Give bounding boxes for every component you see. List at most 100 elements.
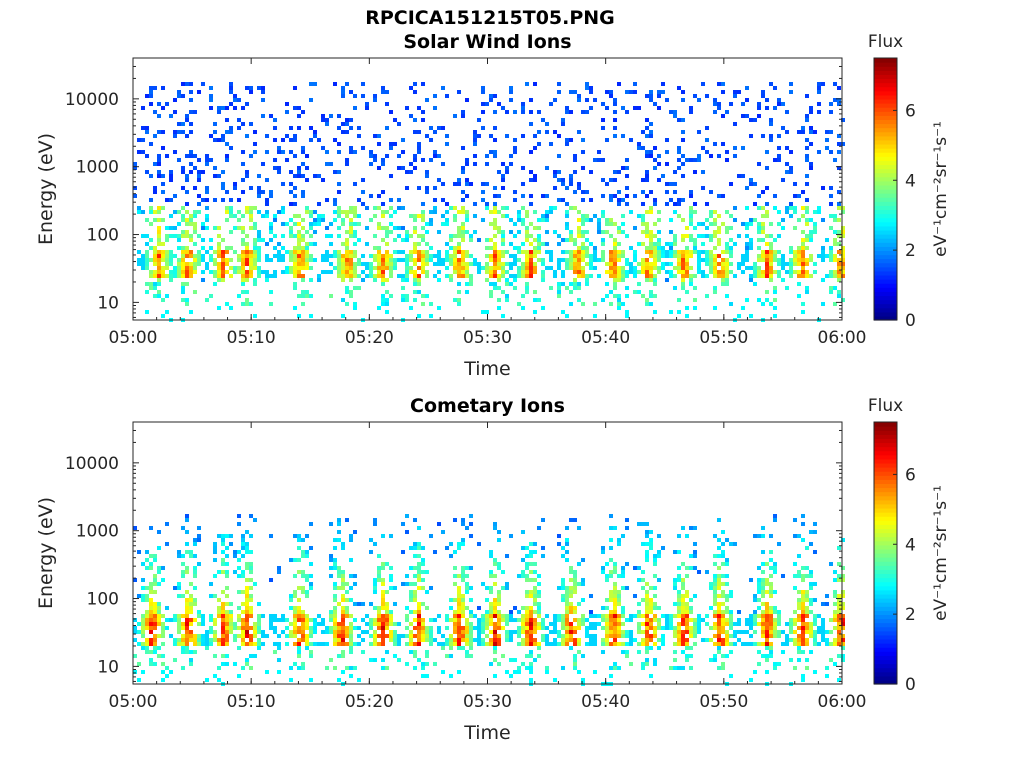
heatmap-cell	[353, 150, 357, 154]
heatmap-cell	[705, 622, 709, 626]
heatmap-cell	[165, 674, 169, 678]
heatmap-cell	[145, 262, 149, 266]
heatmap-cell	[265, 210, 269, 214]
heatmap-cell	[561, 310, 565, 314]
heatmap-cell	[225, 662, 229, 666]
heatmap-cell	[293, 642, 297, 646]
heatmap-cell	[617, 270, 621, 274]
heatmap-cell	[837, 638, 841, 642]
heatmap-cell	[753, 598, 757, 602]
heatmap-cell	[189, 634, 193, 638]
heatmap-cell	[437, 278, 441, 282]
heatmap-cell	[245, 622, 249, 626]
heatmap-cell	[449, 598, 453, 602]
heatmap-cell	[777, 250, 781, 254]
heatmap-cell	[617, 170, 621, 174]
heatmap-cell	[329, 234, 333, 238]
heatmap-cell	[293, 254, 297, 258]
heatmap-cell	[517, 214, 521, 218]
heatmap-cell	[193, 638, 197, 642]
heatmap-cell	[185, 614, 189, 618]
heatmap-cell	[381, 262, 385, 266]
heatmap-cell	[721, 574, 725, 578]
heatmap-cell	[529, 274, 533, 278]
heatmap-cell	[161, 218, 165, 222]
heatmap-cell	[285, 626, 289, 630]
heatmap-cell	[297, 274, 301, 278]
heatmap-cell	[745, 114, 749, 118]
heatmap-cell	[581, 198, 585, 202]
heatmap-cell	[261, 634, 265, 638]
heatmap-cell	[209, 594, 213, 598]
heatmap-cell	[697, 258, 701, 262]
heatmap-cell	[613, 110, 617, 114]
heatmap-cell	[417, 638, 421, 642]
heatmap-cell	[345, 610, 349, 614]
heatmap-cell	[477, 542, 481, 546]
heatmap-cell	[589, 266, 593, 270]
heatmap-cell	[461, 522, 465, 526]
heatmap-cell	[841, 658, 845, 662]
heatmap-cell	[385, 626, 389, 630]
heatmap-cell	[513, 286, 517, 290]
heatmap-cell	[729, 642, 733, 646]
heatmap-cell	[565, 594, 569, 598]
heatmap-cell	[333, 634, 337, 638]
heatmap-cell	[401, 274, 405, 278]
heatmap-cell	[333, 218, 337, 222]
heatmap-cell	[133, 186, 137, 190]
heatmap-cell	[413, 634, 417, 638]
heatmap-cell	[333, 614, 337, 618]
heatmap-cell	[473, 138, 477, 142]
heatmap-cell	[297, 266, 301, 270]
heatmap-cell	[241, 642, 245, 646]
heatmap-cell	[689, 278, 693, 282]
heatmap-cell	[777, 102, 781, 106]
heatmap-cell	[581, 110, 585, 114]
heatmap-cell	[613, 586, 617, 590]
heatmap-cell	[685, 270, 689, 274]
colorbar-segment	[874, 193, 897, 198]
heatmap-cell	[717, 254, 721, 258]
heatmap-cell	[485, 642, 489, 646]
heatmap-cell	[133, 618, 137, 622]
heatmap-cell	[293, 662, 297, 666]
heatmap-cell	[573, 190, 577, 194]
heatmap-cell	[725, 606, 729, 610]
heatmap-cell	[649, 270, 653, 274]
heatmap-cell	[797, 658, 801, 662]
heatmap-cell	[501, 238, 505, 242]
heatmap-cell	[349, 218, 353, 222]
heatmap-cell	[617, 298, 621, 302]
heatmap-cell	[525, 262, 529, 266]
heatmap-cell	[797, 274, 801, 278]
heatmap-cell	[345, 630, 349, 634]
heatmap-cell	[333, 606, 337, 610]
heatmap-cell	[413, 542, 417, 546]
heatmap-cell	[649, 274, 653, 278]
heatmap-cell	[165, 238, 169, 242]
heatmap-cell	[281, 182, 285, 186]
heatmap-cell	[449, 618, 453, 622]
heatmap-cell	[225, 206, 229, 210]
heatmap-cell	[177, 630, 181, 634]
heatmap-cell	[657, 106, 661, 110]
heatmap-cell	[677, 258, 681, 262]
heatmap-cell	[825, 630, 829, 634]
heatmap-cell	[221, 198, 225, 202]
heatmap-cell	[721, 194, 725, 198]
heatmap-cell	[309, 258, 313, 262]
heatmap-cell	[645, 550, 649, 554]
heatmap-cell	[721, 630, 725, 634]
heatmap-cell	[177, 614, 181, 618]
heatmap-cell	[301, 290, 305, 294]
heatmap-cell	[309, 242, 313, 246]
heatmap-cell	[645, 150, 649, 154]
heatmap-cell	[345, 290, 349, 294]
heatmap-cell	[393, 258, 397, 262]
heatmap-cell	[225, 574, 229, 578]
heatmap-cell	[305, 290, 309, 294]
heatmap-cell	[773, 570, 777, 574]
heatmap-cell	[373, 638, 377, 642]
heatmap-cell	[313, 210, 317, 214]
